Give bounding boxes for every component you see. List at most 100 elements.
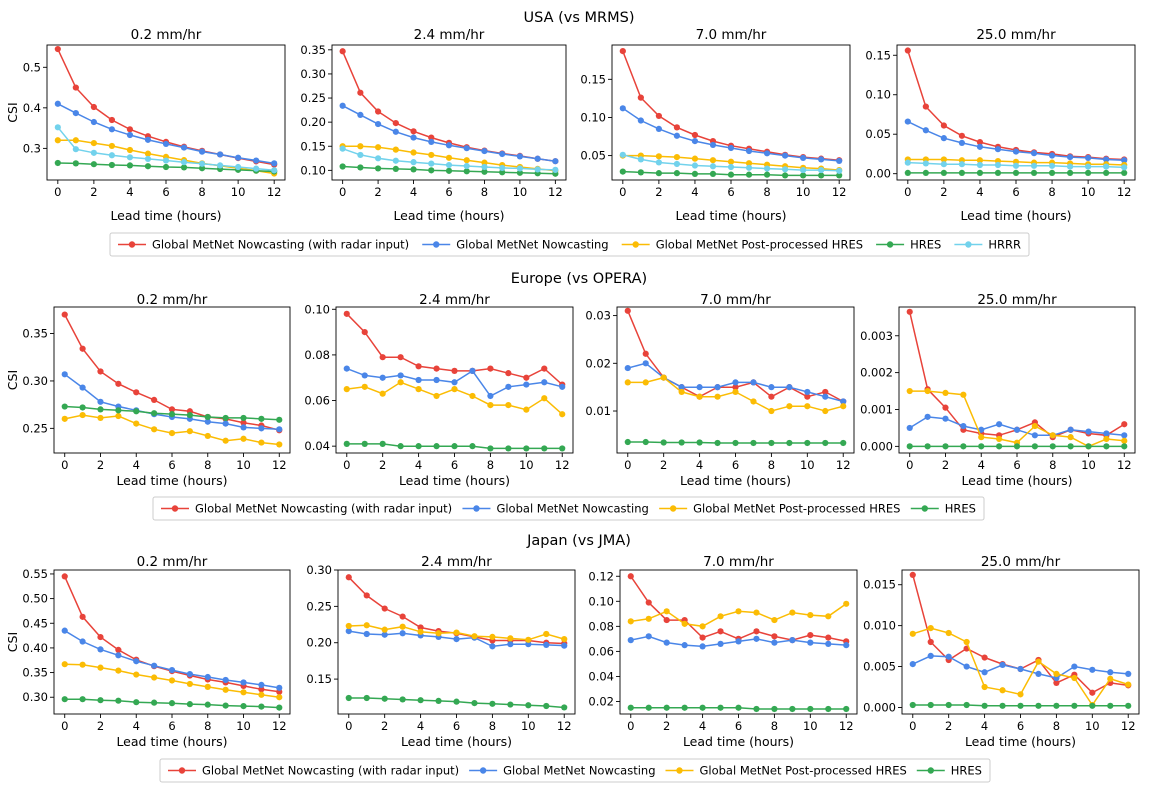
series-hrrr: [904, 159, 1128, 171]
data-point: [126, 162, 134, 169]
legend-item: Global MetNet Nowcasting (with radar inp…: [161, 502, 452, 516]
data-point: [392, 157, 399, 164]
series-hrrr: [619, 151, 843, 174]
panel-0-2-mm-hr: 0.2 mm/hr 0 2 4 6 8 10 12 0.25 0.30 0.35 Lead time …: [5, 292, 291, 488]
y-tick-label: 0.40: [22, 641, 48, 655]
data-point: [357, 89, 364, 96]
x-tick-label: 2: [655, 185, 662, 199]
data-point: [981, 669, 988, 676]
data-point: [645, 633, 652, 640]
data-point: [115, 412, 122, 420]
data-point: [361, 440, 368, 447]
x-tick-label: 8: [487, 458, 494, 472]
legend-item: HRES: [916, 764, 982, 778]
data-point: [428, 134, 435, 141]
data-point: [1048, 152, 1056, 159]
series-line: [622, 107, 840, 162]
data-point: [1103, 443, 1110, 450]
y-tick-label: 0.01: [585, 404, 611, 418]
x-tick-label: 8: [204, 719, 211, 733]
data-point: [645, 704, 652, 711]
data-point: [637, 94, 644, 101]
x-tick-label: 4: [699, 719, 706, 733]
data-point: [453, 698, 460, 705]
data-point: [379, 440, 386, 447]
y-tick-label: 0.10: [580, 110, 606, 124]
data-point: [363, 592, 370, 599]
data-point: [717, 640, 724, 647]
data-point: [836, 157, 843, 165]
y-tick-label: 0.06: [588, 644, 614, 658]
series-global-metnet-post-processed-hres: [61, 661, 283, 701]
panel-2-4-mm-hr: 2.4 mm/hr 0 2 4 6 8 10 12 0.04 0.06 0.08 0.10 Lead t…: [304, 292, 574, 488]
data-point: [144, 163, 152, 170]
data-point: [750, 379, 757, 386]
panel-title: 25.0 mm/hr: [976, 27, 1056, 43]
series-line: [342, 105, 556, 162]
data-point: [543, 702, 550, 710]
data-point: [904, 159, 911, 166]
data-point: [909, 630, 916, 637]
data-point: [481, 163, 488, 171]
data-point: [168, 429, 176, 437]
data-point: [909, 571, 916, 579]
data-point: [505, 445, 512, 452]
data-point: [144, 150, 152, 157]
data-point: [750, 439, 757, 447]
legend-label: Global MetNet Nowcasting (with radar inp…: [195, 502, 452, 516]
data-point: [374, 165, 382, 172]
data-point: [1031, 432, 1038, 439]
data-point: [186, 428, 193, 435]
x-tick-label: 10: [231, 185, 246, 199]
legend-item: Global MetNet Post-processed HRES: [665, 764, 907, 778]
series-line: [630, 603, 847, 628]
panel-title: 25.0 mm/hr: [981, 554, 1061, 570]
y-tick-label: 0.35: [22, 327, 48, 341]
data-point: [471, 633, 478, 640]
data-point: [72, 160, 79, 167]
data-point: [1103, 430, 1110, 437]
data-point: [559, 411, 566, 418]
legend-label: Global MetNet Nowcasting: [496, 502, 648, 516]
x-axis-label: Lead time (hours): [110, 208, 221, 223]
data-point: [79, 613, 86, 620]
data-point: [1066, 163, 1074, 170]
legend-swatch-marker: [178, 767, 186, 774]
panel-0-2-mm-hr: 0.2 mm/hr 0 2 4 6 8 10 12 0.3 0.4 0.5 Lead time (ho…: [5, 27, 286, 223]
y-tick-label: 0.04: [304, 439, 330, 453]
x-tick-label: 10: [800, 458, 815, 472]
data-point: [699, 704, 706, 711]
series-line: [64, 576, 280, 693]
data-point: [1067, 426, 1074, 433]
data-point: [619, 48, 626, 55]
data-point: [732, 439, 739, 447]
data-point: [516, 153, 524, 160]
data-point: [807, 705, 814, 713]
data-point: [345, 694, 352, 702]
data-point: [1125, 702, 1132, 709]
data-point: [151, 410, 158, 417]
data-point: [714, 439, 721, 447]
y-tick-label: 0.02: [588, 694, 614, 708]
data-point: [79, 404, 86, 411]
data-point: [804, 439, 811, 447]
data-point: [627, 573, 634, 580]
data-point: [235, 154, 242, 161]
data-point: [1030, 169, 1038, 176]
data-point: [525, 636, 532, 643]
data-point: [410, 134, 417, 141]
data-point: [691, 170, 699, 177]
legend-label: HRES: [945, 502, 976, 516]
data-point: [345, 622, 352, 630]
data-point: [428, 151, 435, 159]
data-point: [1012, 162, 1020, 169]
data-point: [204, 701, 211, 708]
panel-title: 7.0 mm/hr: [696, 27, 767, 43]
x-tick-label: 10: [519, 458, 534, 472]
data-point: [818, 156, 825, 163]
data-point: [1121, 443, 1128, 450]
data-point: [963, 638, 970, 646]
data-point: [339, 48, 346, 55]
data-point: [642, 350, 649, 357]
data-point: [469, 367, 476, 374]
